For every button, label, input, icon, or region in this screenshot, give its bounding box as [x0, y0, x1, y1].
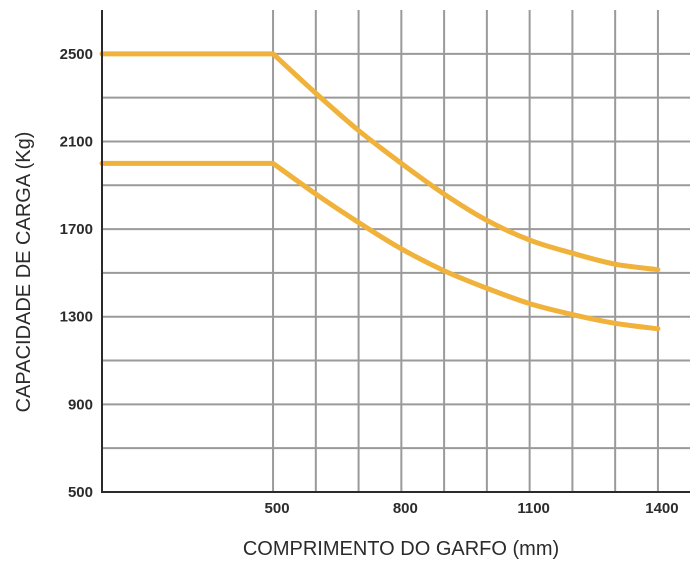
- x-axis-label: COMPRIMENTO DO GARFO (mm): [243, 538, 559, 560]
- x-tick-label: 1100: [517, 500, 550, 517]
- x-tick-label: 800: [393, 500, 418, 517]
- x-tick-label: 1400: [645, 500, 678, 517]
- x-tick-label: 500: [265, 500, 290, 517]
- y-tick-label: 1700: [60, 221, 93, 238]
- axes: [101, 10, 690, 493]
- y-axis-label: CAPACIDADE DE CARGA (Kg): [13, 132, 35, 413]
- grid-lines: [102, 10, 690, 492]
- tick-labels: 500 800 1100 1400 500 900 1300 1700 2100 2500: [60, 46, 679, 517]
- y-tick-label: 500: [68, 484, 93, 501]
- series-layer: [99, 51, 661, 332]
- series-line-1: [99, 51, 661, 273]
- series-line-2: [99, 160, 661, 332]
- y-tick-label: 2500: [60, 46, 93, 63]
- y-tick-label: 1300: [60, 309, 93, 326]
- y-tick-label: 2100: [60, 133, 93, 150]
- y-tick-label: 900: [68, 396, 93, 413]
